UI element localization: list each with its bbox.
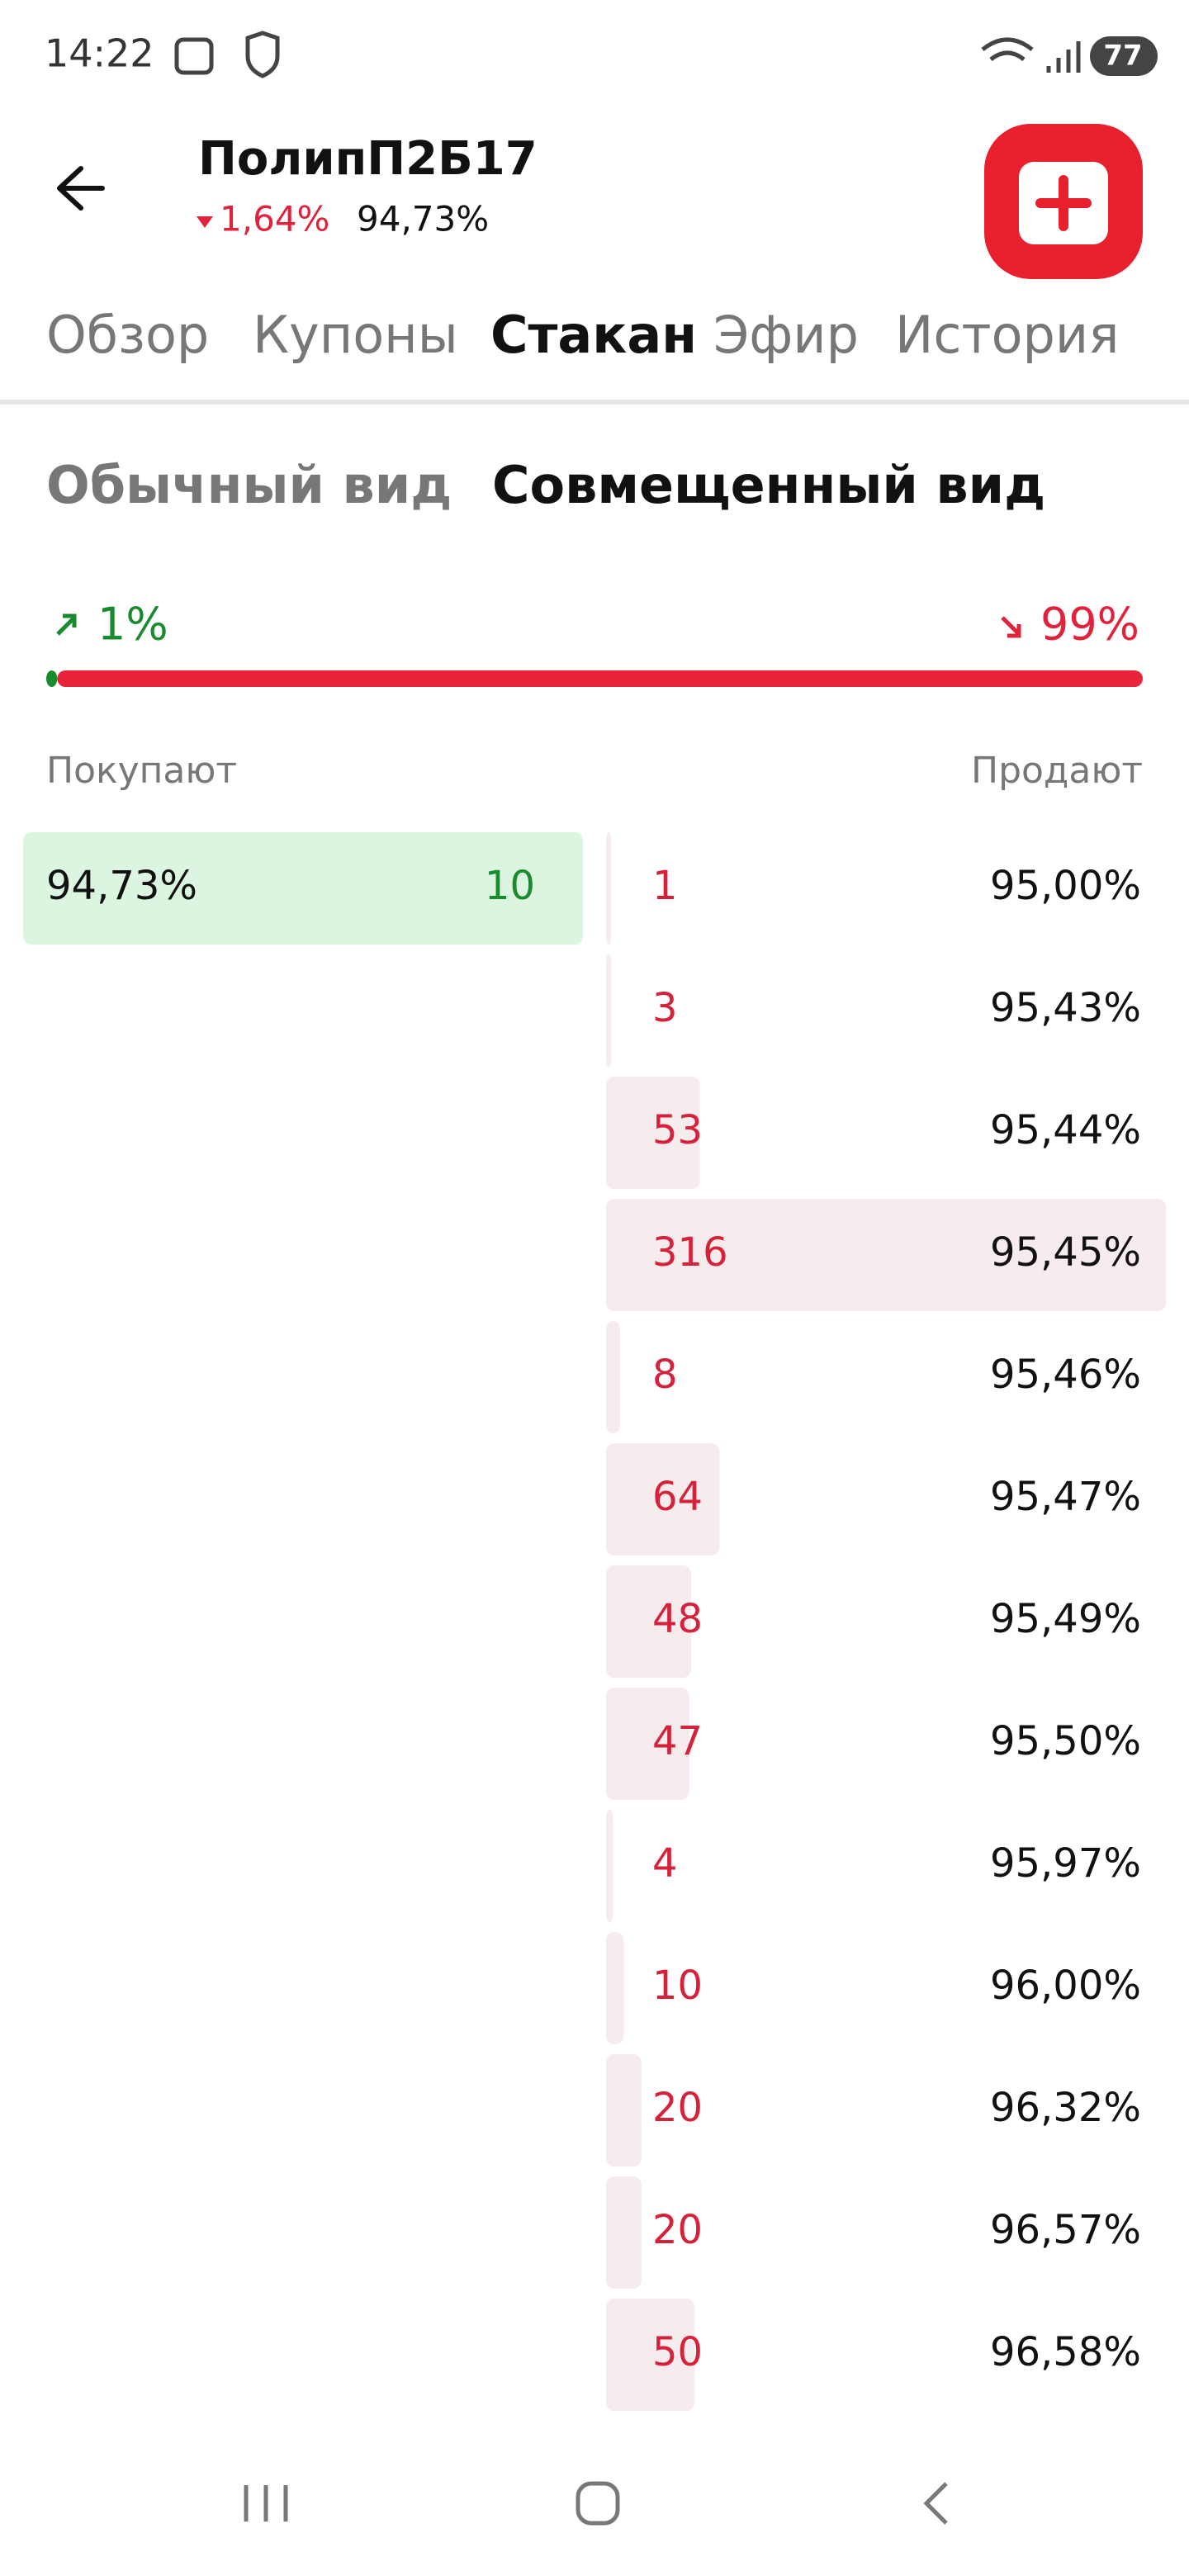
ask-depth-bar (606, 1321, 621, 1433)
nav-recents[interactable] (244, 2485, 288, 2522)
tab[interactable]: Купоны (253, 305, 458, 365)
ask-quantity: 53 (652, 1107, 703, 1153)
ask-price: 95,97% (990, 1840, 1141, 1887)
status-icons (174, 31, 1081, 78)
ask-price: 95,43% (990, 985, 1141, 1031)
view-option[interactable]: Обычный вид (46, 455, 452, 515)
tab[interactable]: Эфир (713, 305, 859, 365)
nav-bar (0, 2444, 1189, 2576)
battery-level: 77 (1103, 40, 1142, 73)
buy-arrow (56, 613, 77, 636)
ask-price: 96,57% (990, 2207, 1141, 2253)
ask-depth-bar (606, 954, 612, 1067)
ask-price: 95,45% (990, 1229, 1141, 1276)
bid-quantity: 10 (485, 863, 535, 909)
ask-quantity: 1 (652, 863, 678, 909)
change-down-icon (197, 216, 213, 228)
app-icon-plus (1035, 175, 1092, 231)
sell-share: 99% (1040, 599, 1139, 651)
status-time: 14:22 (45, 31, 154, 76)
ask-price: 95,00% (990, 863, 1141, 909)
ask-quantity: 4 (652, 1840, 678, 1887)
app-icon[interactable] (984, 124, 1143, 279)
tabs: Обзор Купоны Стакан Эфир История (46, 305, 1119, 365)
tab[interactable]: Стакан (490, 305, 697, 365)
ask-quantity: 47 (652, 1718, 703, 1764)
ask-quantity: 48 (652, 1596, 703, 1642)
ask-depth-bar (606, 1443, 720, 1556)
ask-depth-bar (606, 1565, 691, 1678)
ask-price: 95,44% (990, 1107, 1141, 1153)
wifi-icon (981, 37, 1034, 62)
ask-depth-bar (606, 1688, 689, 1800)
ask-quantity: 10 (652, 1963, 703, 2009)
ask-price: 95,46% (990, 1352, 1141, 1398)
ask-depth-bar (606, 1810, 613, 1922)
status-icon (245, 31, 280, 78)
ask-price: 95,50% (990, 1718, 1141, 1764)
buy-share: 1% (97, 599, 168, 651)
ask-quantity: 20 (652, 2207, 703, 2253)
bid-price: 94,73% (46, 863, 197, 909)
buy-label: Покупают (46, 750, 237, 792)
ask-depth-bar (606, 1932, 624, 2044)
back-button[interactable] (57, 166, 105, 211)
sell-label: Продают (971, 750, 1143, 792)
ask-price: 96,58% (990, 2329, 1141, 2375)
tab[interactable]: Обзор (46, 305, 209, 365)
ask-quantity: 20 (652, 2085, 703, 2131)
battery (1090, 36, 1158, 76)
price-change: 1,64% (220, 199, 329, 239)
buy-share-bar (46, 670, 58, 687)
last-price: 94,73% (357, 199, 489, 239)
balance-bar (46, 670, 1143, 687)
nav-home[interactable] (576, 2481, 620, 2526)
order-book: 94,73% 10 1 95,00% 3 95,43% 53 95,44% 316 95,45% 8… (23, 832, 1166, 2411)
ask-price: 96,00% (990, 1963, 1141, 2009)
ask-quantity: 50 (652, 2329, 703, 2375)
ask-quantity: 316 (652, 1229, 728, 1276)
tab[interactable]: История (895, 305, 1119, 365)
ask-depth-bar (606, 832, 611, 945)
tabs-shadow (0, 400, 1189, 405)
ask-price: 96,32% (990, 2085, 1141, 2131)
ask-price: 95,49% (990, 1596, 1141, 1642)
ask-quantity: 8 (652, 1352, 678, 1398)
ask-depth-bar (606, 1077, 700, 1189)
sell-arrow (1001, 616, 1021, 638)
ask-depth-bar (606, 2054, 642, 2166)
view-toggle: Обычный вид Совмещенный вид (46, 455, 1045, 515)
instrument-title: ПолипП2Б17 (198, 132, 538, 186)
ask-depth-bar (606, 2299, 695, 2411)
bid-row-bg (23, 832, 583, 945)
ask-quantity: 3 (652, 985, 678, 1031)
ask-depth-bar (606, 1199, 1166, 1311)
ask-price: 95,47% (990, 1474, 1141, 1520)
signal-icon (1046, 41, 1081, 73)
view-option[interactable]: Совмещенный вид (492, 455, 1045, 515)
status-icon (174, 37, 214, 75)
ask-quantity: 64 (652, 1474, 703, 1520)
nav-back[interactable] (923, 2482, 948, 2525)
sell-share-bar (57, 670, 1143, 687)
ask-depth-bar (606, 2176, 642, 2289)
